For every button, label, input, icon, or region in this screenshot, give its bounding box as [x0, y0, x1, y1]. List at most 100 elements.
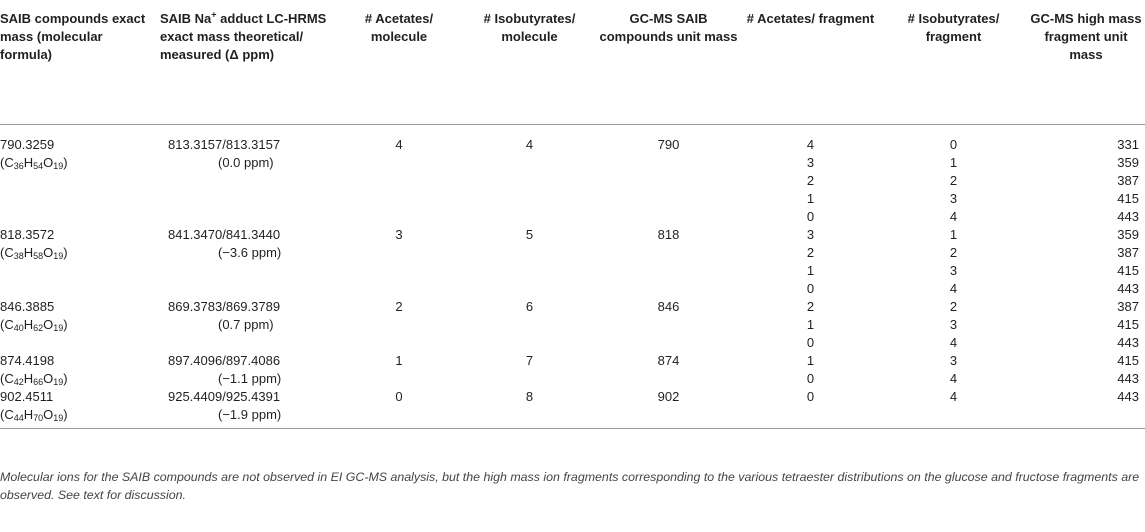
fragment-mass-cell: 331: [1027, 124, 1145, 154]
molecular-formula: (C42H66O19): [0, 370, 68, 387]
acetates-molecule: 1: [395, 352, 403, 368]
unit-mass-cell: [596, 244, 741, 262]
unit-mass-cell: [596, 334, 741, 352]
acetates-fragment-cell: 0: [741, 388, 880, 429]
formula-h: 54: [33, 160, 44, 171]
fragment-mass-cell: 415: [1027, 352, 1145, 370]
acetates-molecule-cell: 1: [335, 352, 463, 370]
exact-mass-cell: 874.4198: [0, 352, 160, 370]
isobutyrates-molecule-cell: [463, 208, 596, 226]
fragment-mass: 443: [1117, 388, 1139, 404]
isobutyrates-fragment-cell: 3: [880, 262, 1027, 280]
isobutyrates-fragment: 4: [949, 388, 958, 404]
fragment-mass-cell: 443: [1027, 208, 1145, 226]
unit-mass-cell: 790: [596, 124, 741, 154]
acetates-fragment: 2: [806, 298, 815, 314]
acetates-molecule-cell: [335, 280, 463, 298]
isobutyrates-fragment-cell: 4: [880, 388, 1027, 429]
unit-mass-cell: [596, 316, 741, 334]
acetates-molecule: 3: [395, 226, 403, 242]
table-row: 902.4511 (C44H70O19) 925.4409/925.4391 (−1.…: [0, 388, 1145, 429]
adduct-cell: (0.7 ppm): [160, 316, 335, 334]
acetates-molecule-cell: [335, 262, 463, 280]
fragment-mass: 359: [1117, 154, 1139, 170]
isobutyrates-molecule-cell: [463, 244, 596, 262]
isobutyrates-molecule-cell: [463, 316, 596, 334]
isobutyrates-molecule-cell: [463, 280, 596, 298]
table-footnote: Molecular ions for the SAIB compounds ar…: [0, 470, 1140, 502]
acetates-molecule-cell: [335, 154, 463, 172]
molecular-formula: (C44H70O19): [0, 406, 68, 423]
exact-mass-cell: 790.3259: [0, 124, 160, 154]
adduct-cell: 925.4409/925.4391 (−1.9 ppm): [160, 388, 335, 429]
acetates-fragment: 1: [806, 262, 815, 278]
acetates-fragment-cell: 1: [741, 262, 880, 280]
ppm-delta: (0.7 ppm): [218, 316, 274, 332]
fragment-mass-cell: 443: [1027, 370, 1145, 388]
unit-mass-cell: 902: [596, 388, 741, 429]
exact-mass-cell: [0, 262, 160, 280]
unit-mass: 874: [657, 352, 680, 368]
isobutyrates-molecule-cell: [463, 334, 596, 352]
acetates-fragment: 0: [806, 370, 815, 386]
fragment-mass: 359: [1117, 226, 1139, 242]
acetates-fragment-cell: 2: [741, 172, 880, 190]
acetates-fragment-cell: 0: [741, 370, 880, 388]
adduct-cell: [160, 172, 335, 190]
acetates-fragment-cell: 4: [741, 124, 880, 154]
exact-mass: 790.3259: [0, 136, 55, 152]
molecular-formula: (C36H54O19): [0, 154, 68, 171]
isobutyrates-fragment: 2: [949, 298, 958, 314]
acetates-fragment: 0: [806, 208, 815, 224]
acetates-fragment: 0: [806, 334, 815, 350]
unit-mass-cell: [596, 190, 741, 208]
isobutyrates-fragment-cell: 2: [880, 172, 1027, 190]
acetates-molecule: 0: [395, 388, 403, 404]
acetates-fragment: 3: [806, 226, 815, 242]
formula-c: 36: [13, 160, 24, 171]
table-row: 2 2 387: [0, 172, 1145, 190]
acetates-fragment-cell: 2: [741, 244, 880, 262]
acetates-fragment: 3: [806, 154, 815, 170]
fragment-mass: 443: [1117, 370, 1139, 386]
fragment-mass-cell: 415: [1027, 190, 1145, 208]
fragment-mass-cell: 415: [1027, 262, 1145, 280]
adduct-mass: 841.3470/841.3440: [168, 226, 281, 242]
unit-mass-cell: 874: [596, 352, 741, 370]
fragment-mass-cell: 359: [1027, 226, 1145, 244]
isobutyrates-molecule: 6: [525, 298, 534, 314]
exact-mass-cell: 902.4511 (C44H70O19): [0, 388, 160, 429]
ppm-delta: (−3.6 ppm): [218, 244, 282, 260]
isobutyrates-molecule-cell: [463, 190, 596, 208]
isobutyrates-fragment-cell: 2: [880, 244, 1027, 262]
acetates-fragment-cell: 1: [741, 316, 880, 334]
header-na-adduct: SAIB Na+ adduct LC-HRMS exact mass theor…: [160, 0, 335, 124]
unit-mass-cell: [596, 262, 741, 280]
adduct-cell: [160, 190, 335, 208]
ppm-delta: (−1.1 ppm): [218, 370, 282, 386]
formula-h: 58: [33, 250, 44, 261]
formula-c: 44: [13, 412, 24, 423]
unit-mass: 818: [657, 226, 680, 242]
unit-mass-cell: [596, 154, 741, 172]
isobutyrates-fragment-cell: 4: [880, 208, 1027, 226]
exact-mass-cell: (C38H58O19): [0, 244, 160, 262]
unit-mass-cell: [596, 172, 741, 190]
isobutyrates-fragment: 4: [949, 280, 958, 296]
table-row: 0 4 443: [0, 208, 1145, 226]
formula-o: 19: [53, 376, 64, 387]
exact-mass: 874.4198: [0, 352, 55, 368]
acetates-molecule-cell: 3: [335, 226, 463, 244]
fragment-mass: 387: [1117, 172, 1139, 188]
header-fragment-unit-mass: GC-MS high mass fragment unit mass: [1030, 11, 1142, 62]
acetates-fragment: 2: [806, 244, 815, 260]
adduct-mass: 925.4409/925.4391: [168, 388, 281, 404]
table-row: (C36H54O19) (0.0 ppm) 3 1 359: [0, 154, 1145, 172]
isobutyrates-molecule-cell: 6: [463, 298, 596, 316]
table-row: (C42H66O19) (−1.1 ppm) 0 4 443: [0, 370, 1145, 388]
acetates-molecule-cell: [335, 208, 463, 226]
isobutyrates-molecule-cell: [463, 370, 596, 388]
isobutyrates-fragment-cell: 4: [880, 370, 1027, 388]
isobutyrates-fragment: 3: [949, 316, 958, 332]
